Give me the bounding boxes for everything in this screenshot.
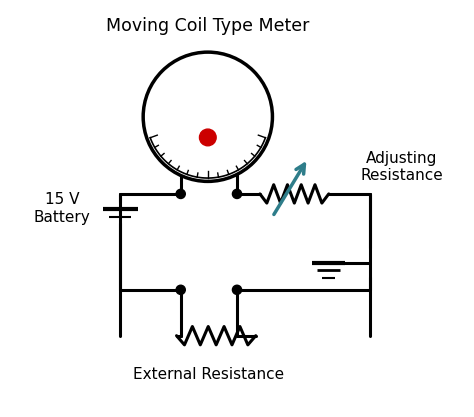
Circle shape: [176, 285, 185, 294]
Circle shape: [143, 52, 273, 181]
Text: External Resistance: External Resistance: [133, 367, 284, 382]
Circle shape: [232, 189, 242, 198]
Text: 15 V
Battery: 15 V Battery: [34, 192, 90, 225]
Circle shape: [200, 129, 216, 146]
Text: Moving Coil Type Meter: Moving Coil Type Meter: [106, 17, 310, 35]
Circle shape: [176, 189, 185, 198]
Text: Adjusting
Resistance: Adjusting Resistance: [360, 151, 443, 183]
Circle shape: [232, 285, 242, 294]
